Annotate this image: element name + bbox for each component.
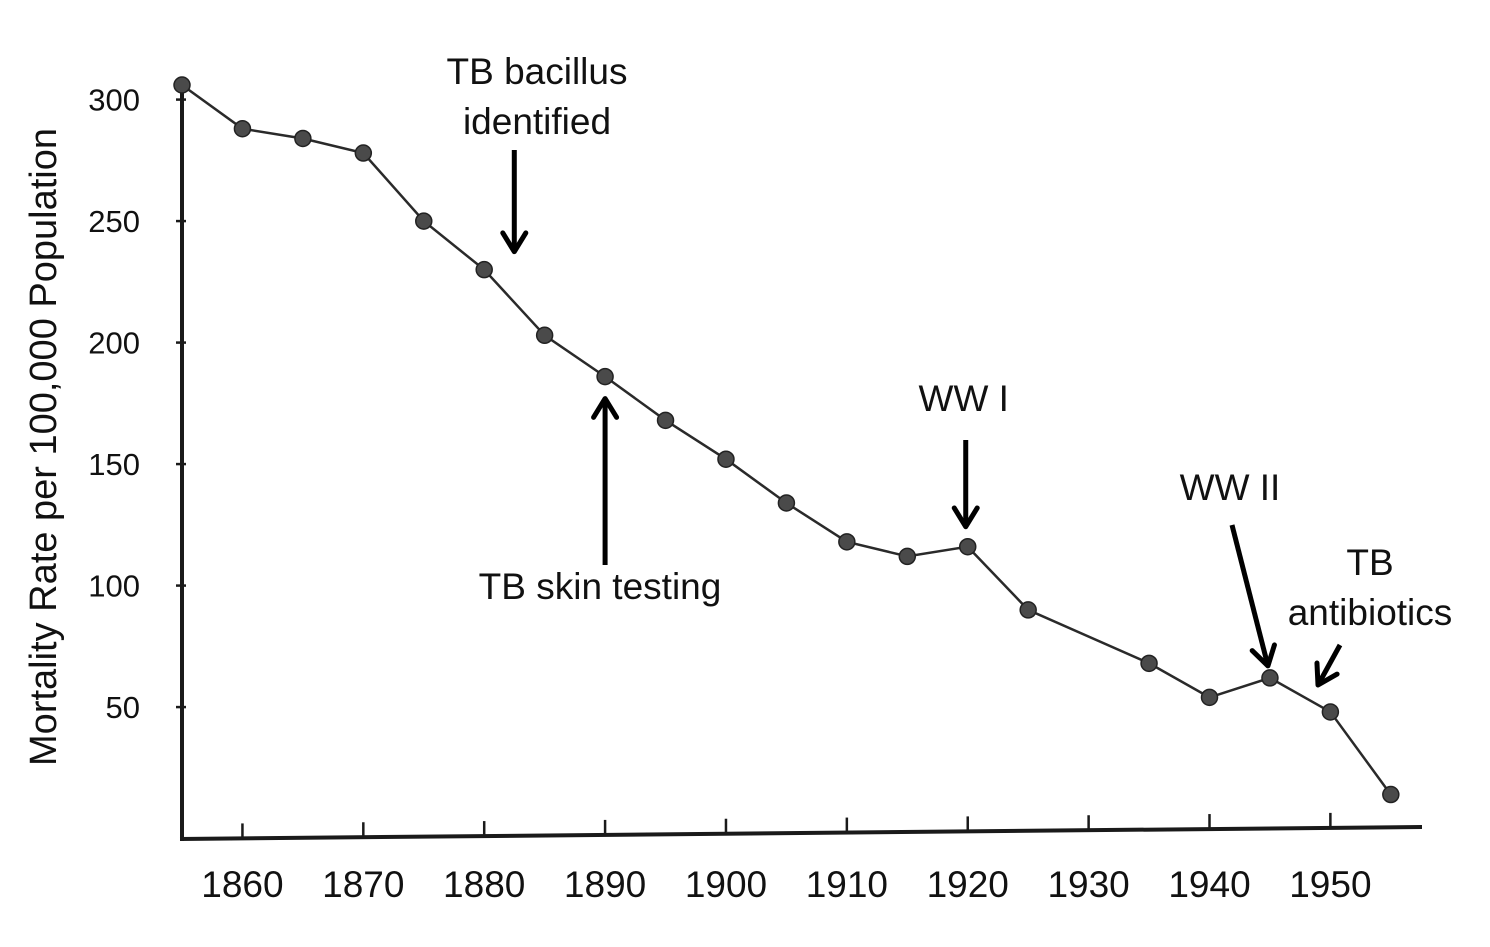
data-point-1940: [1200, 688, 1219, 707]
y-axis-label: Mortality Rate per 100,000 Population: [23, 128, 65, 766]
x-tick-label-1930: 1930: [1047, 864, 1129, 905]
annotation-ww1-label-line-1: WW I: [919, 378, 1009, 419]
data-point-1950: [1321, 703, 1340, 721]
annotation-tb-bacillus-label-line-2: identified: [463, 101, 611, 142]
annotation-tb-antibiotics-arrow-head: [1314, 660, 1340, 688]
data-point-1910: [838, 533, 856, 551]
annotation-ww1-arrow: [951, 440, 980, 530]
y-tick-label-250: 250: [88, 204, 140, 239]
annotation-ww2-arrow: [1229, 524, 1277, 669]
series-line: [181, 83, 1392, 796]
axes: 50 100 150 200 250 300 1860 1870 1880 1890 1900 191…: [88, 83, 1423, 905]
data-point-1885: [535, 326, 554, 345]
annotation-ww1-arrow-head: [951, 505, 980, 530]
x-tick-label-1860: 1860: [201, 864, 283, 905]
annotation-tb-antibiotics-label-line-1: TB: [1346, 542, 1393, 583]
x-tick-label-1950: 1950: [1289, 864, 1371, 905]
y-tick-label-150: 150: [88, 447, 140, 482]
annotation-tb-bacillus-arrow: [500, 150, 529, 255]
annotation-tb-bacillus-arrow-head: [500, 230, 529, 255]
data-point-1945: [1261, 669, 1279, 687]
x-tick-label-1890: 1890: [564, 864, 646, 905]
annotations: TB bacillus identified TB skin testing WW I…: [447, 51, 1453, 688]
annotation-ww2-arrow-shaft: [1229, 524, 1271, 667]
y-tick-label-200: 200: [88, 326, 140, 361]
annotation-tb-skin-testing-label-line-1: TB skin testing: [479, 566, 722, 607]
annotation-tb-bacillus-label-line-1: TB bacillus: [447, 51, 628, 92]
data-point-1935: [1140, 654, 1158, 673]
data-point-1920: [958, 537, 977, 556]
data-point-1955: [1382, 785, 1400, 804]
data-point-1895: [656, 411, 675, 430]
data-point-1855: [173, 76, 191, 94]
x-tick-label-1880: 1880: [443, 864, 525, 905]
y-tick-label-100: 100: [88, 569, 140, 604]
x-tick-label-1920: 1920: [927, 864, 1009, 905]
data-point-1880: [475, 260, 493, 279]
data-point-1875: [415, 212, 433, 230]
annotation-ww2-arrow-head: [1249, 642, 1277, 669]
y-tick-label-300: 300: [88, 83, 140, 118]
annotation-ww2-label-line-1: WW II: [1180, 467, 1281, 508]
data-point-1915: [898, 547, 917, 566]
annotation-tb-antibiotics-arrow: [1314, 643, 1343, 688]
data-point-1890: [596, 367, 614, 386]
annotation-tb-skin-testing-arrow-head: [591, 396, 620, 420]
data-point-1900: [717, 450, 735, 468]
data-point-1925: [1019, 601, 1037, 619]
annotation-tb-antibiotics-label-line-2: antibiotics: [1288, 592, 1453, 633]
data-point-1905: [777, 494, 796, 512]
x-tick-label-1910: 1910: [806, 864, 888, 905]
annotation-tb-skin-testing-arrow: [591, 396, 620, 565]
data-point-1870: [354, 144, 373, 162]
x-axis-line: [179, 825, 1423, 841]
data-point-1860: [233, 119, 252, 138]
x-tick-label-1870: 1870: [322, 864, 404, 905]
x-tick-label-1940: 1940: [1168, 864, 1250, 905]
annotation-tb-antibiotics-arrow-shaft: [1315, 643, 1343, 687]
series-group: [173, 76, 1400, 804]
x-tick-label-1900: 1900: [685, 864, 767, 905]
data-point-1865: [294, 129, 312, 148]
y-tick-label-50: 50: [106, 690, 140, 725]
